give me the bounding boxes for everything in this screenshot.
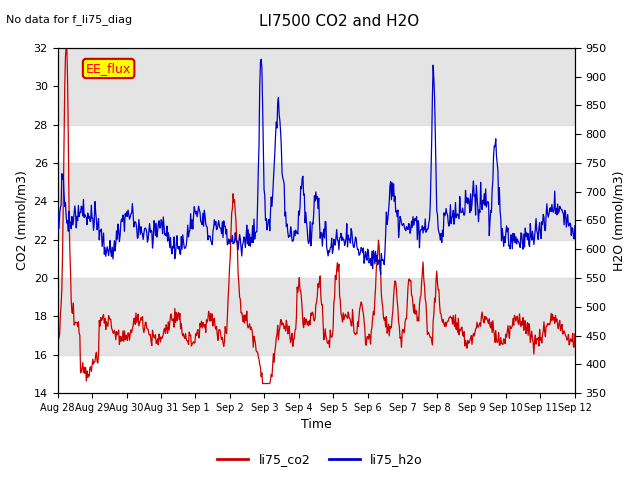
Bar (58, 163, 575, 240)
Y-axis label: CO2 (mmol/m3): CO2 (mmol/m3) (15, 170, 28, 270)
Text: EE_flux: EE_flux (86, 62, 131, 75)
Bar (58, 278, 575, 355)
Legend: li75_co2, li75_h2o: li75_co2, li75_h2o (212, 448, 428, 471)
Text: LI7500 CO2 and H2O: LI7500 CO2 and H2O (259, 14, 419, 29)
X-axis label: Time: Time (301, 419, 332, 432)
Y-axis label: H2O (mmol/m3): H2O (mmol/m3) (612, 170, 625, 271)
Bar (58, 48, 575, 124)
Text: No data for f_li75_diag: No data for f_li75_diag (6, 14, 132, 25)
